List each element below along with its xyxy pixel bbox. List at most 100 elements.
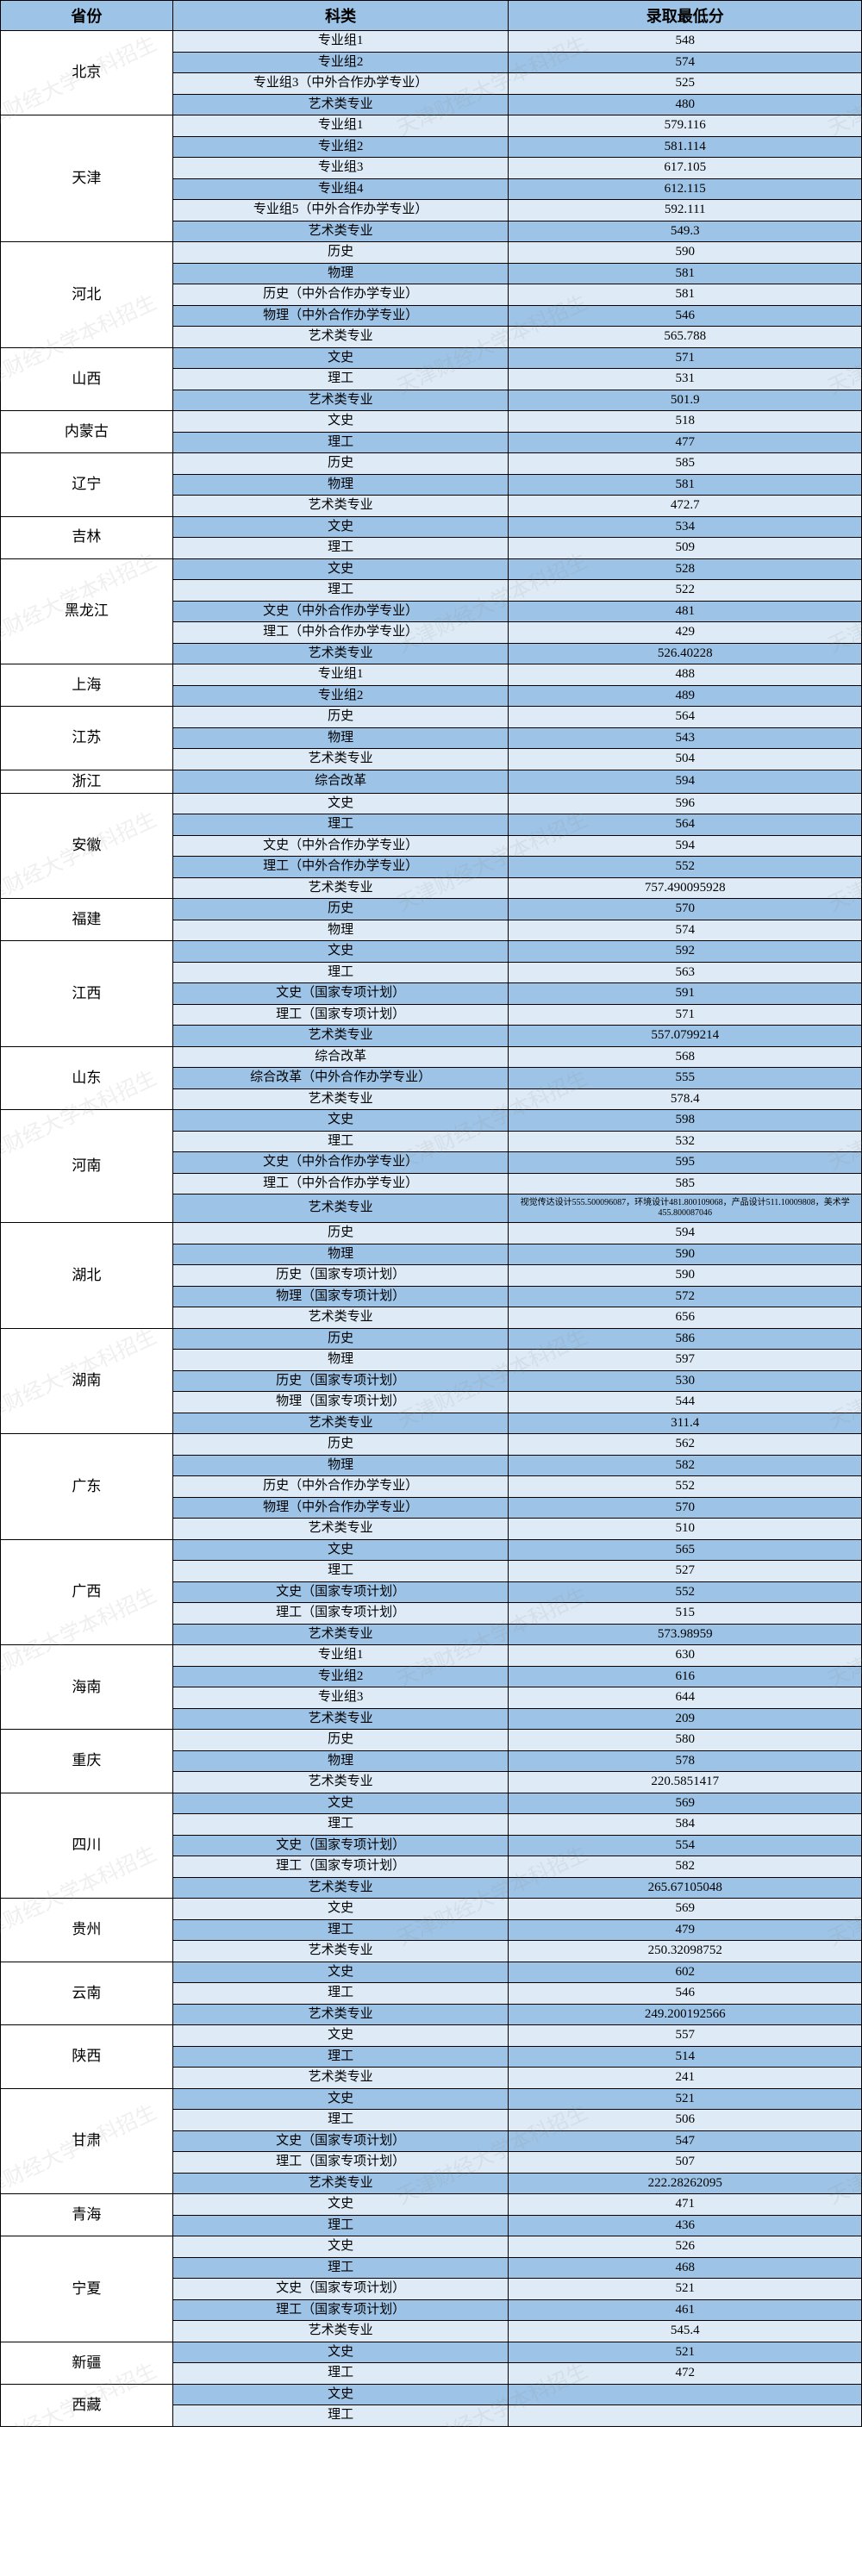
province-cell: 广东: [1, 1434, 173, 1540]
score-cell: 564: [509, 707, 862, 728]
category-cell: 历史: [172, 707, 509, 728]
category-cell: 物理: [172, 920, 509, 941]
score-cell: 580: [509, 1730, 862, 1751]
province-cell: 浙江: [1, 770, 173, 793]
table-row: 天津专业组1579.116: [1, 115, 862, 137]
score-cell: 590: [509, 242, 862, 264]
province-cell: 海南: [1, 1645, 173, 1730]
score-cell: 209: [509, 1708, 862, 1730]
province-cell: 青海: [1, 2194, 173, 2236]
category-cell: 理工（国家专项计划）: [172, 2152, 509, 2174]
category-cell: 文史: [172, 516, 509, 538]
score-cell: 590: [509, 1244, 862, 1265]
score-cell: 570: [509, 1497, 862, 1519]
score-cell: 549.3: [509, 221, 862, 242]
province-cell: 安徽: [1, 793, 173, 899]
category-cell: 文史: [172, 2194, 509, 2216]
table-row: 江西文史592: [1, 941, 862, 963]
score-cell: 602: [509, 1962, 862, 1983]
province-cell: 山西: [1, 347, 173, 411]
category-cell: 理工: [172, 1131, 509, 1152]
score-cell: 564: [509, 814, 862, 836]
score-cell: 554: [509, 1835, 862, 1856]
score-cell: 584: [509, 1814, 862, 1836]
score-cell: 617.105: [509, 158, 862, 179]
table-row: 湖南历史586: [1, 1328, 862, 1350]
category-cell: 文史（国家专项计划）: [172, 1835, 509, 1856]
score-cell: 585: [509, 1173, 862, 1194]
table-row: 北京专业组1548: [1, 31, 862, 53]
category-cell: 理工: [172, 2110, 509, 2131]
province-cell: 上海: [1, 664, 173, 707]
category-cell: 文史: [172, 2088, 509, 2110]
score-cell: 579.116: [509, 115, 862, 137]
category-cell: 文史: [172, 347, 509, 369]
category-cell: 理工: [172, 1561, 509, 1582]
score-cell: 552: [509, 1581, 862, 1603]
table-row: 山西文史571: [1, 347, 862, 369]
category-cell: 艺术类专业: [172, 94, 509, 115]
category-cell: 理工: [172, 1919, 509, 1941]
score-cell: 477: [509, 432, 862, 453]
category-cell: 专业组4: [172, 178, 509, 200]
score-cell: 578.4: [509, 1088, 862, 1110]
score-cell: 547: [509, 2130, 862, 2152]
score-cell: 581: [509, 474, 862, 496]
category-cell: 文史（中外合作办学专业）: [172, 1152, 509, 1174]
score-cell: 504: [509, 749, 862, 770]
score-cell: [509, 2405, 862, 2427]
province-cell: 天津: [1, 115, 173, 242]
score-cell: 518: [509, 411, 862, 433]
category-cell: 专业组3（中外合作办学专业）: [172, 73, 509, 95]
category-cell: 专业组2: [172, 1666, 509, 1687]
score-cell: [509, 2384, 862, 2405]
score-cell: 514: [509, 2046, 862, 2068]
category-cell: 物理: [172, 263, 509, 284]
category-cell: 艺术类专业: [172, 2068, 509, 2089]
score-cell: 481: [509, 601, 862, 622]
score-cell: 581: [509, 263, 862, 284]
category-cell: 艺术类专业: [172, 327, 509, 348]
province-cell: 重庆: [1, 1730, 173, 1793]
province-cell: 吉林: [1, 516, 173, 558]
province-cell: 江苏: [1, 707, 173, 770]
score-cell: 557: [509, 2025, 862, 2047]
table-row: 福建历史570: [1, 899, 862, 920]
table-row: 甘肃文史521: [1, 2088, 862, 2110]
table-header-row: 省份 科类 录取最低分: [1, 1, 862, 31]
score-cell: 249.200192566: [509, 2004, 862, 2025]
score-cell: 571: [509, 1004, 862, 1026]
category-cell: 文史: [172, 1899, 509, 1920]
score-cell: 598: [509, 1110, 862, 1132]
table-row: 山东综合改革568: [1, 1046, 862, 1068]
category-cell: 文史: [172, 1793, 509, 1814]
score-cell: 581: [509, 284, 862, 306]
category-cell: 艺术类专业: [172, 221, 509, 242]
score-cell: 546: [509, 305, 862, 327]
category-cell: 理工: [172, 580, 509, 602]
score-cell: 592.111: [509, 200, 862, 221]
score-cell: 757.490095928: [509, 877, 862, 899]
score-cell: 471: [509, 2194, 862, 2216]
score-cell: 597: [509, 1350, 862, 1371]
score-cell: 501.9: [509, 390, 862, 411]
category-cell: 理工（国家专项计划）: [172, 1603, 509, 1625]
score-cell: 468: [509, 2257, 862, 2279]
score-cell: 555: [509, 1068, 862, 1089]
province-cell: 甘肃: [1, 2088, 173, 2194]
table-row: 广东历史562: [1, 1434, 862, 1456]
score-cell: 582: [509, 1455, 862, 1476]
category-cell: 艺术类专业: [172, 2321, 509, 2342]
score-cell: 525: [509, 73, 862, 95]
category-cell: 文史: [172, 1539, 509, 1561]
table-row: 内蒙古文史518: [1, 411, 862, 433]
category-cell: 文史（国家专项计划）: [172, 983, 509, 1005]
score-cell: 568: [509, 1046, 862, 1068]
province-cell: 四川: [1, 1793, 173, 1899]
score-cell: 510: [509, 1519, 862, 1540]
header-province: 省份: [1, 1, 173, 31]
category-cell: 理工（中外合作办学专业）: [172, 857, 509, 878]
score-cell: 644: [509, 1687, 862, 1709]
score-cell: 521: [509, 2279, 862, 2300]
category-cell: 艺术类专业: [172, 749, 509, 770]
